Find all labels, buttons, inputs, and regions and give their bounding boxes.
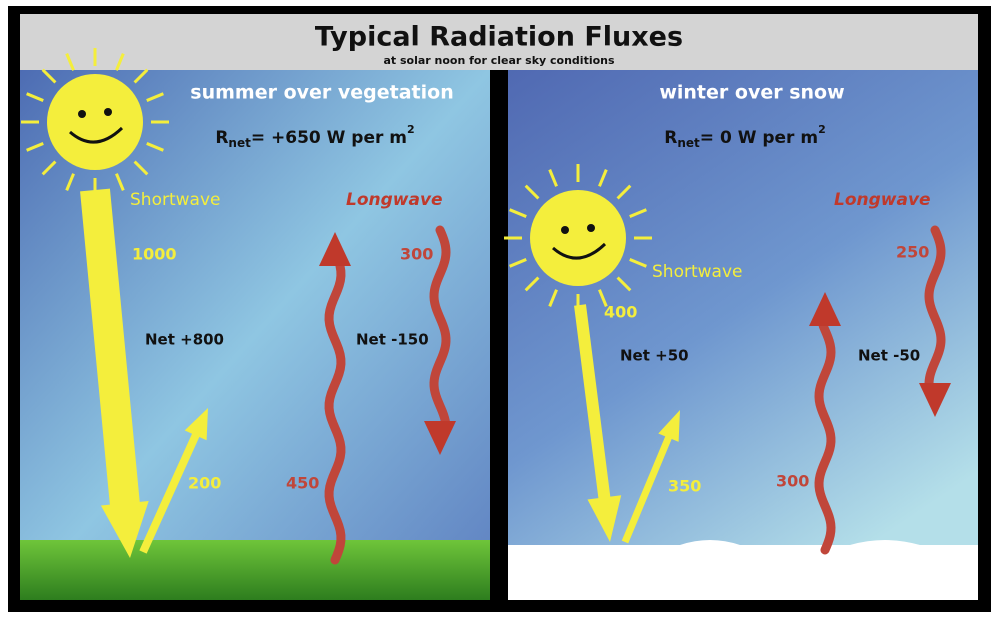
sun-ray xyxy=(41,68,57,84)
shortwave-label: Shortwave xyxy=(130,190,220,210)
title: Typical Radiation Fluxes xyxy=(315,22,683,53)
shortwave-up: 200 xyxy=(188,474,221,493)
rnet-sup: 2 xyxy=(818,123,826,136)
longwave-net: Net -50 xyxy=(858,347,920,365)
shortwave-arrow xyxy=(621,410,680,544)
longwave-down: 250 xyxy=(896,243,929,262)
sun-ray xyxy=(524,276,540,292)
sun-ray xyxy=(524,184,540,200)
shortwave-arrow xyxy=(139,408,208,554)
rnet-value: = +650 W per m xyxy=(251,128,407,148)
snow xyxy=(508,540,978,600)
rnet-value: = 0 W per m xyxy=(700,128,818,148)
sun-mouth xyxy=(552,242,607,260)
rnet-symbol: R xyxy=(664,128,677,148)
shortwave-label: Shortwave xyxy=(652,262,742,282)
sun-ray xyxy=(41,160,57,176)
sun-eye xyxy=(587,224,595,232)
subtitle: at solar noon for clear sky conditions xyxy=(383,54,615,67)
grass xyxy=(20,540,490,600)
longwave-label: Longwave xyxy=(346,190,443,210)
rnet-symbol: R xyxy=(215,128,228,148)
longwave-wave xyxy=(429,225,451,426)
shortwave-net: Net +50 xyxy=(620,347,689,365)
longwave-head xyxy=(319,232,351,266)
longwave-wave xyxy=(814,321,836,555)
sun-ray xyxy=(65,53,75,71)
sun-ray xyxy=(115,173,125,191)
rnet: Rnet= +650 W per m2 xyxy=(215,123,414,150)
longwave-head xyxy=(809,292,841,326)
header-bg xyxy=(20,14,978,70)
rnet-sub: net xyxy=(228,136,251,150)
longwave-label: Longwave xyxy=(834,190,931,210)
sun-ray xyxy=(133,160,149,176)
sun-eye xyxy=(78,110,86,118)
sun-ray xyxy=(26,92,44,102)
panel-heading: winter over snow xyxy=(659,82,844,104)
sun-ray xyxy=(146,92,164,102)
shortwave-down: 1000 xyxy=(132,245,177,264)
longwave-head xyxy=(424,421,456,455)
panel-heading: summer over vegetation xyxy=(190,82,453,104)
sun-ray xyxy=(616,276,632,292)
sun-mouth xyxy=(69,126,124,144)
sun-ray xyxy=(509,258,527,268)
layout-shapes xyxy=(21,48,951,565)
longwave-up: 450 xyxy=(286,474,319,493)
sun-ray xyxy=(509,208,527,218)
sun-ray xyxy=(133,68,149,84)
longwave-head xyxy=(919,383,951,417)
rnet-sup: 2 xyxy=(407,123,415,136)
shortwave-arrow xyxy=(80,188,149,558)
rnet-sub: net xyxy=(677,136,700,150)
rnet: Rnet= 0 W per m2 xyxy=(664,123,825,150)
sun-eye xyxy=(561,226,569,234)
longwave-net: Net -150 xyxy=(356,331,429,349)
sun-ray xyxy=(115,53,125,71)
shortwave-down: 400 xyxy=(604,303,637,322)
sun xyxy=(47,74,143,170)
sun-eye xyxy=(104,108,112,116)
shortwave-up: 350 xyxy=(668,477,701,496)
sun-ray xyxy=(598,169,608,187)
sun-ray xyxy=(629,258,647,268)
longwave-up: 300 xyxy=(776,472,809,491)
sun-ray xyxy=(26,142,44,152)
sun-ray xyxy=(616,184,632,200)
sun xyxy=(530,190,626,286)
sun-ray xyxy=(548,289,558,307)
sun-ray xyxy=(548,169,558,187)
longwave-down: 300 xyxy=(400,245,433,264)
longwave-wave xyxy=(324,261,346,565)
shortwave-arrow xyxy=(574,304,622,542)
sun-ray xyxy=(629,208,647,218)
shortwave-net: Net +800 xyxy=(145,331,224,349)
sun-ray xyxy=(65,173,75,191)
sun-ray xyxy=(146,142,164,152)
longwave-wave xyxy=(924,225,946,388)
sun-ray xyxy=(598,289,608,307)
